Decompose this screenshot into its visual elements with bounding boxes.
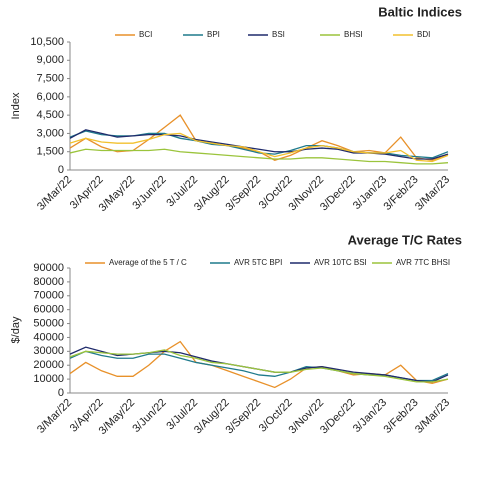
y-tick-label: 3,000 <box>36 127 64 139</box>
x-tick-label: 3/Mar/23 <box>413 174 452 213</box>
y-tick-label: 30000 <box>33 345 64 357</box>
series-line <box>69 349 449 383</box>
legend-label: BDI <box>417 30 430 39</box>
y-tick-label: 50000 <box>33 317 64 329</box>
y-tick-label: 1,500 <box>36 146 64 158</box>
legend-label: BPI <box>207 30 220 39</box>
y-axis-label: Index <box>10 92 22 119</box>
x-tick-label: 3/Jun/22 <box>130 397 168 435</box>
y-tick-label: 0 <box>58 164 64 176</box>
legend-label: AVR 7TC BHSI <box>396 258 450 267</box>
y-tick-label: 7,500 <box>36 72 64 84</box>
x-tick-label: 3/Sep/22 <box>224 397 264 437</box>
y-tick-label: 6,000 <box>36 91 64 103</box>
series-line <box>69 148 449 165</box>
legend-label: BCI <box>139 30 152 39</box>
legend-label: BHSI <box>344 30 363 39</box>
x-tick-label: 3/Jun/22 <box>130 174 168 212</box>
legend-label: AVR 5TC BPI <box>234 258 282 267</box>
y-tick-label: 40000 <box>33 331 64 343</box>
series-line <box>69 340 449 389</box>
y-tick-label: 4,500 <box>36 109 64 121</box>
y-tick-label: 10000 <box>33 373 64 385</box>
x-tick-label: 3/Dec/22 <box>318 174 358 214</box>
x-tick-label: 3/Sep/22 <box>224 174 264 214</box>
x-tick-label: 3/Dec/22 <box>318 397 358 437</box>
y-tick-label: 90000 <box>33 262 64 274</box>
legend-label: AVR 10TC BSI <box>314 258 367 267</box>
x-tick-label: 3/Mar/22 <box>35 174 74 213</box>
x-tick-label: 3/Mar/22 <box>35 397 74 436</box>
series-line <box>69 132 449 163</box>
chart-title: Baltic Indices <box>378 4 462 19</box>
chart-title: Average T/C Rates <box>348 232 462 247</box>
x-tick-label: 3/Mar/23 <box>413 397 452 436</box>
series-line <box>69 130 449 159</box>
y-tick-label: 20000 <box>33 359 64 371</box>
y-tick-label: 70000 <box>33 290 64 302</box>
legend-label: BSI <box>272 30 285 39</box>
y-tick-label: 10,500 <box>30 36 64 48</box>
y-axis-label: $/day <box>10 316 22 343</box>
y-tick-label: 60000 <box>33 304 64 316</box>
series-line <box>69 129 449 160</box>
y-tick-label: 9,000 <box>36 54 64 66</box>
y-tick-label: 80000 <box>33 276 64 288</box>
legend-label: Average of the 5 T / C <box>109 258 187 267</box>
y-tick-label: 0 <box>58 387 64 399</box>
